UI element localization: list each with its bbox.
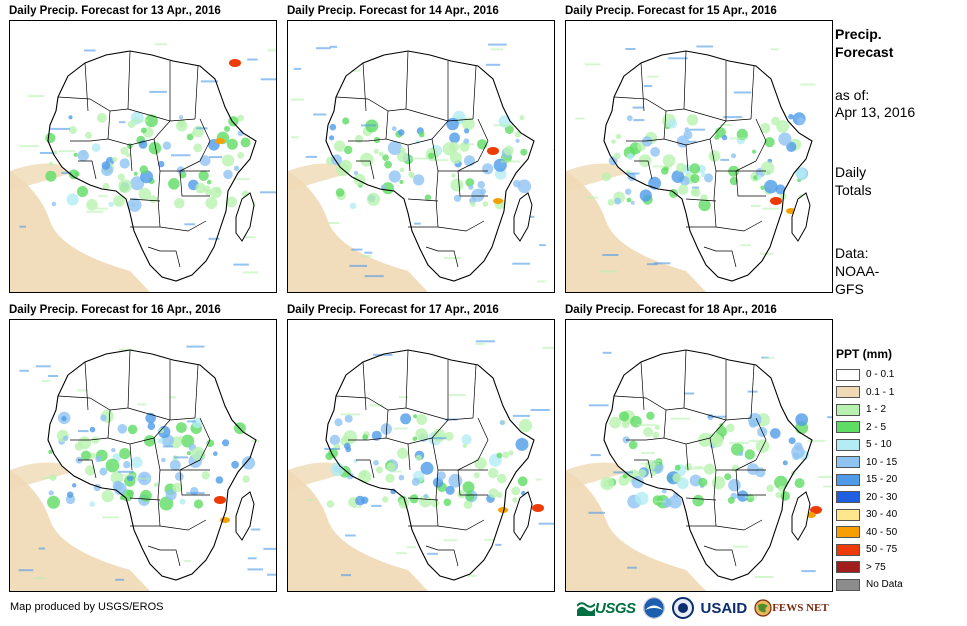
legend-swatch [836, 561, 860, 574]
seal-icon [671, 597, 694, 619]
legend-swatch [836, 578, 860, 591]
legend-label: 0.1 - 1 [866, 386, 895, 398]
africa-map [566, 45, 816, 292]
asof-date: Apr 13, 2016 [835, 104, 916, 120]
data-line2: GFS [835, 281, 864, 297]
legend-item: 5 - 10 [836, 436, 903, 454]
legend-label: 15 - 20 [866, 474, 898, 486]
legend-label: > 75 [866, 561, 886, 573]
panel-title: Daily Precip. Forecast for 13 Apr., 2016 [9, 5, 221, 17]
totals-line2: Totals [835, 182, 872, 198]
africa-map [566, 349, 832, 591]
data-line1: NOAA- [835, 263, 880, 279]
legend-swatch [836, 403, 860, 416]
legend-item: 50 - 75 [836, 541, 903, 559]
legend-label: 40 - 50 [866, 526, 898, 538]
legend-label: 20 - 30 [866, 491, 898, 503]
map-credit: Map produced by USGS/EROS [10, 601, 164, 613]
panel-title: Daily Precip. Forecast for 18 Apr., 2016 [565, 304, 777, 316]
panel-title: Daily Precip. Forecast for 17 Apr., 2016 [287, 304, 499, 316]
sidebar-title-line2: Forecast [835, 44, 894, 60]
fewsnet-wordmark: FEWS NET [772, 602, 829, 614]
data-label: Data: [835, 245, 869, 261]
africa-map [10, 43, 276, 292]
asof-label: as of: [835, 87, 870, 103]
legend-label: 5 - 10 [866, 439, 892, 451]
legend-swatch [836, 473, 860, 486]
panel-title: Daily Precip. Forecast for 16 Apr., 2016 [9, 304, 221, 316]
legend-swatch [836, 368, 860, 381]
totals-line1: Daily [835, 164, 867, 180]
legend-label: 1 - 2 [866, 404, 887, 416]
sidebar-title-line1: Precip. [835, 26, 882, 42]
forecast-panel-2: Daily Precip. Forecast for 14 Apr., 2016 [287, 3, 555, 293]
usaid-wordmark: USAID [700, 599, 748, 617]
legend-item: 0.1 - 1 [836, 384, 903, 402]
precip-map [565, 20, 833, 293]
legend-item: 1 - 2 [836, 401, 903, 419]
legend-item: 15 - 20 [836, 471, 903, 489]
precip-map [287, 20, 555, 293]
noaa-seal-icon [643, 597, 665, 619]
legend-swatch [836, 421, 860, 434]
forecast-panel-1: Daily Precip. Forecast for 13 Apr., 2016 [9, 3, 277, 293]
legend-swatch [836, 386, 860, 399]
panel-title: Daily Precip. Forecast for 15 Apr., 2016 [565, 5, 777, 17]
precip-map [565, 319, 833, 592]
legend-item: 10 - 15 [836, 454, 903, 472]
legend-label: 0 - 0.1 [866, 369, 895, 381]
usgs-wave-icon [577, 602, 595, 616]
dhs-seal-logo [671, 597, 694, 619]
forecast-panel-6: Daily Precip. Forecast for 18 Apr., 2016 [565, 302, 833, 592]
legend-label: 2 - 5 [866, 421, 887, 433]
africa-map [10, 345, 276, 591]
legend-swatch [836, 526, 860, 539]
panel-title: Daily Precip. Forecast for 14 Apr., 2016 [287, 5, 499, 17]
usgs-logo: USGS [577, 600, 636, 617]
legend-item: 30 - 40 [836, 506, 903, 524]
legend-swatch [836, 438, 860, 451]
africa-map [288, 340, 554, 591]
precip-map [9, 319, 277, 592]
legend-swatch [836, 508, 860, 521]
forecast-panel-4: Daily Precip. Forecast for 16 Apr., 2016 [9, 302, 277, 592]
legend-item: 40 - 50 [836, 524, 903, 542]
legend-title: PPT (mm) [836, 347, 893, 361]
legend-item: 2 - 5 [836, 419, 903, 437]
legend-label: 50 - 75 [866, 544, 898, 556]
legend-label: No Data [866, 579, 903, 591]
fewsnet-globe-icon [754, 599, 772, 617]
legend-item: 0 - 0.1 [836, 366, 903, 384]
usaid-logo: USAID [701, 600, 748, 617]
legend-item: > 75 [836, 559, 903, 577]
legend-label: 10 - 15 [866, 456, 898, 468]
forecast-panel-5: Daily Precip. Forecast for 17 Apr., 2016 [287, 302, 555, 592]
noaa-logo [643, 597, 665, 619]
partner-logos: USGS USAID FEWS NET [577, 594, 836, 622]
africa-map [288, 43, 554, 292]
precip-map [287, 319, 555, 592]
precip-map [9, 20, 277, 293]
legend-swatch [836, 491, 860, 504]
usgs-wordmark: USGS [595, 599, 636, 617]
legend: 0 - 0.1 0.1 - 1 1 - 2 2 - 5 5 - 10 10 - … [836, 366, 903, 594]
legend-swatch [836, 456, 860, 469]
fewsnet-logo: FEWS NET [754, 599, 829, 617]
legend-item: 20 - 30 [836, 489, 903, 507]
legend-label: 30 - 40 [866, 509, 898, 521]
forecast-panel-3: Daily Precip. Forecast for 15 Apr., 2016 [565, 3, 833, 293]
legend-swatch [836, 543, 860, 556]
legend-item: No Data [836, 576, 903, 594]
